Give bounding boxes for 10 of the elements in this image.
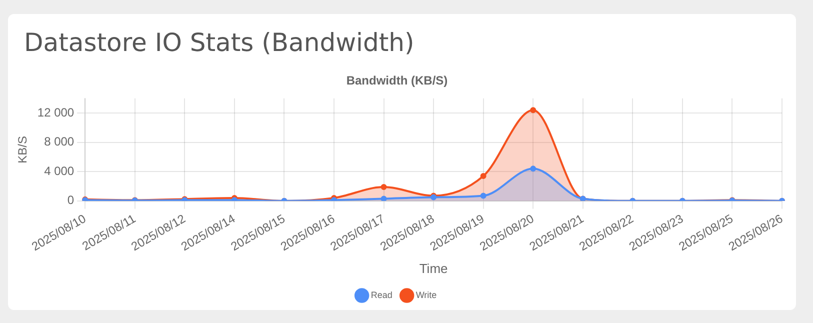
y-tick-label: 8 000 [44,134,74,149]
y-tick-label: 4 000 [44,164,74,178]
x-axis-title: Time [419,260,448,276]
legend-label: Read [370,290,392,300]
chart-subtitle: Bandwidth (KB/S) [346,74,448,88]
chart-title: Datastore IO Stats (Bandwidth) [24,28,414,57]
y-tick-label: 12 000 [37,105,74,120]
y-tick-label: 0 [67,193,74,208]
y-axis-title: KB/S [16,136,30,164]
legend-label: Write [416,290,437,300]
